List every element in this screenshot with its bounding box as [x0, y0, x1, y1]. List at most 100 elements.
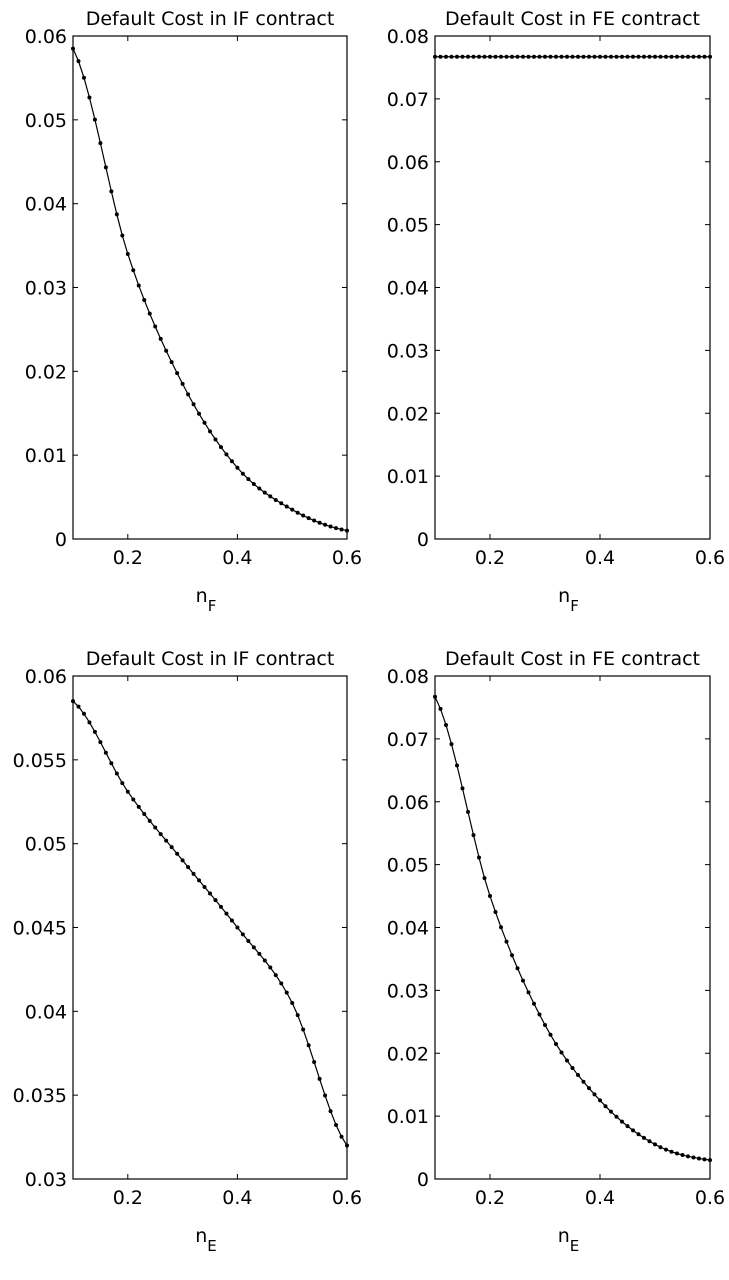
data-point — [702, 54, 707, 59]
y-tick-label: 0.08 — [387, 666, 429, 688]
data-point — [334, 526, 339, 531]
data-point — [532, 54, 536, 59]
panel-bottom-left: Default Cost in IF contract 0.03 0.035 0.04… — [13, 648, 363, 1255]
data-point — [202, 884, 207, 889]
data-point — [559, 1050, 564, 1055]
data-point — [526, 54, 531, 59]
data-point — [262, 958, 267, 963]
x-axis-label: nE — [195, 1225, 217, 1255]
data-point — [229, 459, 234, 464]
data-point — [339, 1134, 344, 1139]
x-tick-label: 0.2 — [113, 547, 143, 569]
y-tick-label: 0 — [55, 529, 67, 551]
data-point — [235, 925, 240, 930]
data-point — [636, 54, 641, 59]
data-point — [449, 54, 454, 59]
x-tick-label: 0.6 — [695, 1187, 725, 1209]
data-point — [328, 1109, 333, 1114]
data-point — [581, 1079, 586, 1084]
x-axis-label-main: n — [195, 1225, 207, 1247]
data-point — [169, 360, 174, 365]
x-axis-label: nF — [196, 585, 217, 615]
data-point — [537, 1012, 542, 1017]
data-point — [620, 54, 624, 59]
x-tick-label: 0.2 — [113, 1187, 143, 1209]
data-point — [471, 54, 476, 59]
data-point — [537, 54, 542, 59]
y-tick-label: 0.06 — [25, 666, 67, 688]
data-point — [71, 46, 75, 51]
y-tick-label: 0.06 — [387, 152, 429, 174]
data-point — [213, 437, 218, 442]
data-point — [229, 918, 234, 923]
data-point — [268, 965, 273, 970]
data-point — [642, 1135, 646, 1140]
data-point — [306, 1043, 311, 1048]
y-tick-label: 0.06 — [25, 26, 67, 48]
data-point — [224, 452, 229, 457]
x-tick-label: 0.6 — [332, 547, 362, 569]
data-point — [664, 54, 668, 59]
data-point — [532, 1001, 536, 1006]
data-point — [290, 507, 295, 512]
data-point — [697, 1156, 701, 1161]
data-point — [284, 504, 289, 509]
data-point — [301, 1027, 306, 1032]
y-tick-label: 0.055 — [13, 750, 67, 772]
x-tick-label: 0.4 — [222, 547, 252, 569]
y-tick-label: 0.03 — [25, 1169, 67, 1191]
data-point — [587, 1086, 591, 1091]
data-point — [609, 54, 613, 59]
data-point — [218, 904, 223, 909]
data-point — [598, 1098, 602, 1103]
data-point — [477, 54, 481, 59]
data-point — [147, 818, 152, 823]
data-point — [504, 939, 509, 944]
data-point — [708, 1158, 712, 1163]
data-point — [180, 858, 185, 863]
plot-frame — [72, 675, 348, 1180]
data-point — [169, 845, 174, 850]
data-point — [284, 990, 289, 995]
x-tick-label: 0.4 — [585, 1187, 615, 1209]
series-line — [434, 696, 711, 1161]
data-point — [262, 490, 267, 495]
data-point — [691, 1155, 696, 1160]
data-point — [268, 494, 273, 499]
panel-bottom-right: Default Cost in FE contract 0 0.01 0.02 0.03… — [387, 648, 725, 1255]
data-point — [438, 54, 443, 59]
data-point — [295, 510, 300, 515]
x-tick-label: 0.2 — [475, 1187, 505, 1209]
data-point — [493, 910, 498, 915]
x-tick-label: 0.6 — [332, 1187, 362, 1209]
data-point — [98, 740, 103, 745]
data-point — [142, 297, 147, 302]
data-point — [570, 54, 575, 59]
data-point — [345, 1143, 349, 1148]
data-point — [131, 797, 136, 802]
y-tick-label: 0.035 — [13, 1085, 67, 1107]
data-point — [103, 750, 108, 755]
x-axis-label-main: n — [558, 1225, 570, 1247]
data-point — [669, 1149, 674, 1154]
y-tick-label: 0.04 — [387, 918, 429, 940]
data-point — [499, 925, 503, 930]
chart-title: Default Cost in FE contract — [445, 8, 700, 30]
data-point — [251, 945, 256, 950]
data-point — [273, 973, 278, 978]
data-point — [614, 54, 619, 59]
y-tick-label: 0.02 — [387, 403, 429, 425]
y-tick-label: 0.01 — [387, 1106, 429, 1128]
x-tick-label: 0.6 — [695, 547, 725, 569]
data-point — [664, 1147, 668, 1152]
data-point — [636, 1132, 641, 1137]
y-tick-label: 0.06 — [387, 792, 429, 814]
data-point — [510, 953, 514, 958]
data-point — [136, 283, 141, 288]
data-point — [455, 763, 459, 768]
data-point — [543, 1022, 547, 1027]
data-point — [493, 54, 498, 59]
data-point — [653, 1142, 657, 1147]
data-point — [114, 771, 119, 776]
